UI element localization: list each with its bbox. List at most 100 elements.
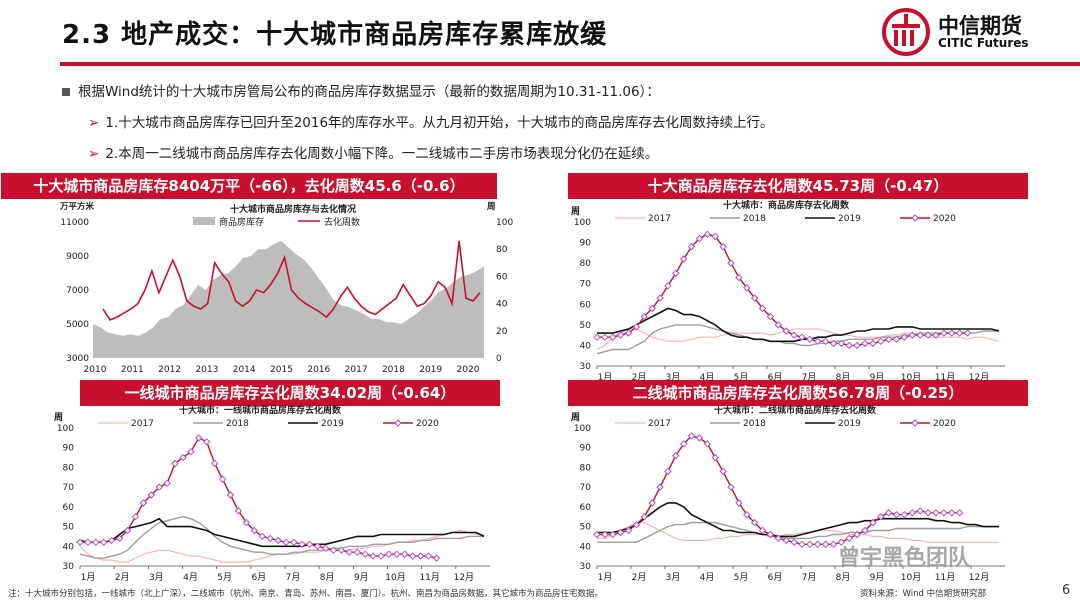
chart3-legend-label-2019: 2019 [321, 419, 344, 429]
chart1-ytick-left: 5000 [66, 320, 89, 330]
chart3-point-2020 [250, 526, 259, 535]
chart2-point-2020 [963, 329, 972, 337]
chart4-banner: 二线城市商品房库存去化周数56.78周（-0.25） [568, 380, 1028, 406]
chart3-legend-label-2020: 2020 [416, 419, 439, 429]
chart1-ytick-right: 20 [496, 327, 508, 337]
chart2-point-2020 [900, 333, 909, 341]
chart2-point-2020 [727, 259, 735, 267]
chart4-point-2020 [955, 509, 964, 517]
chart4-point-2020 [900, 510, 909, 519]
chart1-title: 十大城市商品房库存与去化情况 [230, 203, 356, 215]
chart2-point-2020 [774, 321, 783, 329]
chart3-point-2020 [155, 483, 163, 491]
chart3-point-2020 [377, 552, 385, 560]
chart3-ytick: 80 [63, 463, 75, 473]
chart4-ytick: 80 [580, 463, 592, 473]
chart4-point-2020 [916, 507, 924, 515]
chart3-ytick: 50 [63, 523, 75, 533]
chart3-legend-label-2018: 2018 [226, 419, 249, 429]
chart3-legend-label-2017: 2017 [131, 419, 154, 429]
chart4-point-2020 [940, 509, 948, 517]
chart4-xtick: 11月 [935, 572, 955, 583]
chart2-xtick: 3月 [666, 372, 681, 383]
chart2-xtick: 4月 [700, 372, 715, 383]
chart2-point-2020 [616, 331, 625, 339]
chart4-point-2020 [719, 467, 727, 476]
chart3-point-2020 [115, 534, 124, 543]
chart4-series-2017 [597, 521, 999, 543]
chart2-ytick: 60 [580, 300, 592, 310]
chart3-point-2020 [408, 552, 417, 560]
chart3-point-2020 [123, 526, 132, 535]
chart1-xtick: 2018 [382, 365, 405, 375]
chart2-point-2020 [798, 333, 806, 341]
chart3-point-2020 [139, 499, 148, 507]
chart4-ytick: 30 [580, 562, 592, 572]
chart2-point-2020 [711, 232, 719, 241]
chart2-series-2019 [597, 307, 1000, 343]
chart2-xtick: 9月 [870, 372, 885, 383]
chart4-series-2018 [597, 521, 999, 543]
chart3-point-2020 [361, 550, 369, 558]
chart3-point-2020 [313, 542, 322, 551]
chart2-point-2020 [845, 341, 853, 350]
chart4-point-2020 [624, 526, 633, 535]
page-title: 2.3 地产成交：十大城市商品房库存累库放缓 [62, 20, 608, 50]
chart3-xtick: 11月 [419, 572, 439, 583]
chart4-point-2020 [798, 540, 806, 549]
chart4-point-2020 [679, 440, 688, 448]
chart4-xtick: 5月 [734, 572, 749, 583]
chart2-legend-label-2017: 2017 [648, 214, 671, 224]
chart4-xtick: 1月 [598, 572, 613, 583]
chart4-point-2020 [813, 540, 822, 549]
chart4-ytick: 50 [580, 523, 592, 533]
chart1-ytick-right: 80 [496, 245, 508, 255]
chart3-point-2020 [432, 554, 441, 562]
chart4-point-2020 [656, 483, 664, 491]
chart4-point-2020 [877, 512, 885, 521]
chart2-series-2020 [597, 233, 968, 347]
bullet-main: 根据Wind统计的十大城市房管局公布的商品房库存数据显示（最新的数据周期为10.… [62, 80, 660, 100]
chart2-point-2020 [947, 329, 956, 337]
chart3-point-2020 [92, 538, 100, 547]
chart2-point-2020 [955, 329, 964, 337]
chart1-ytick-left: 3000 [66, 354, 89, 364]
chart3-series-2018 [79, 515, 484, 559]
chart2-point-2020 [695, 234, 704, 243]
chart4-point-2020 [703, 440, 712, 448]
chart4-point-2020 [695, 434, 704, 442]
chart4-point-2020 [869, 518, 877, 527]
company-logo: 中信期货 CITIC Futures [880, 6, 1070, 58]
watermark-text: 曾宇黑色团队 [838, 546, 971, 571]
chart2-series-2018 [596, 324, 999, 355]
chart4-xtick: 2月 [632, 572, 647, 583]
chart3-point-2020 [369, 552, 377, 560]
chart2-point-2020 [853, 341, 861, 350]
chart3-point-2020 [353, 548, 362, 556]
chart3-series-2019 [79, 517, 485, 548]
chart1-ytick-left: 11000 [60, 218, 89, 228]
chart2-point-2020 [735, 273, 743, 282]
chart3-point-2020 [163, 479, 171, 487]
chart4-point-2020 [632, 520, 641, 529]
chart2-point-2020 [703, 230, 712, 239]
chart2-ytick: 30 [580, 362, 592, 372]
chart4-xtick: 10月 [901, 572, 921, 583]
chart2-xtick: 12月 [969, 372, 989, 383]
arrow-bullet-icon: ➢ [88, 146, 100, 162]
chart1-banner: 十大城市商品房库存8404万平（-66），去化周数45.6（-0.6） [1, 173, 497, 199]
chart3-xtick: 4月 [183, 572, 198, 583]
chart3-point-2020 [401, 550, 409, 558]
chart1-xtick: 2017 [345, 365, 368, 375]
chart3-point-2020 [187, 447, 195, 456]
chart4-point-2020 [601, 530, 609, 539]
chart2-point-2020 [743, 284, 751, 292]
chart2-point-2020 [719, 242, 727, 251]
chart2-point-2020 [940, 329, 948, 337]
chart2-point-2020 [908, 331, 917, 339]
chart2-point-2020 [664, 282, 672, 290]
chart1-series-inventory-area [93, 240, 484, 358]
chart2-point-2020 [593, 333, 601, 341]
chart3-ytick: 70 [63, 483, 75, 493]
